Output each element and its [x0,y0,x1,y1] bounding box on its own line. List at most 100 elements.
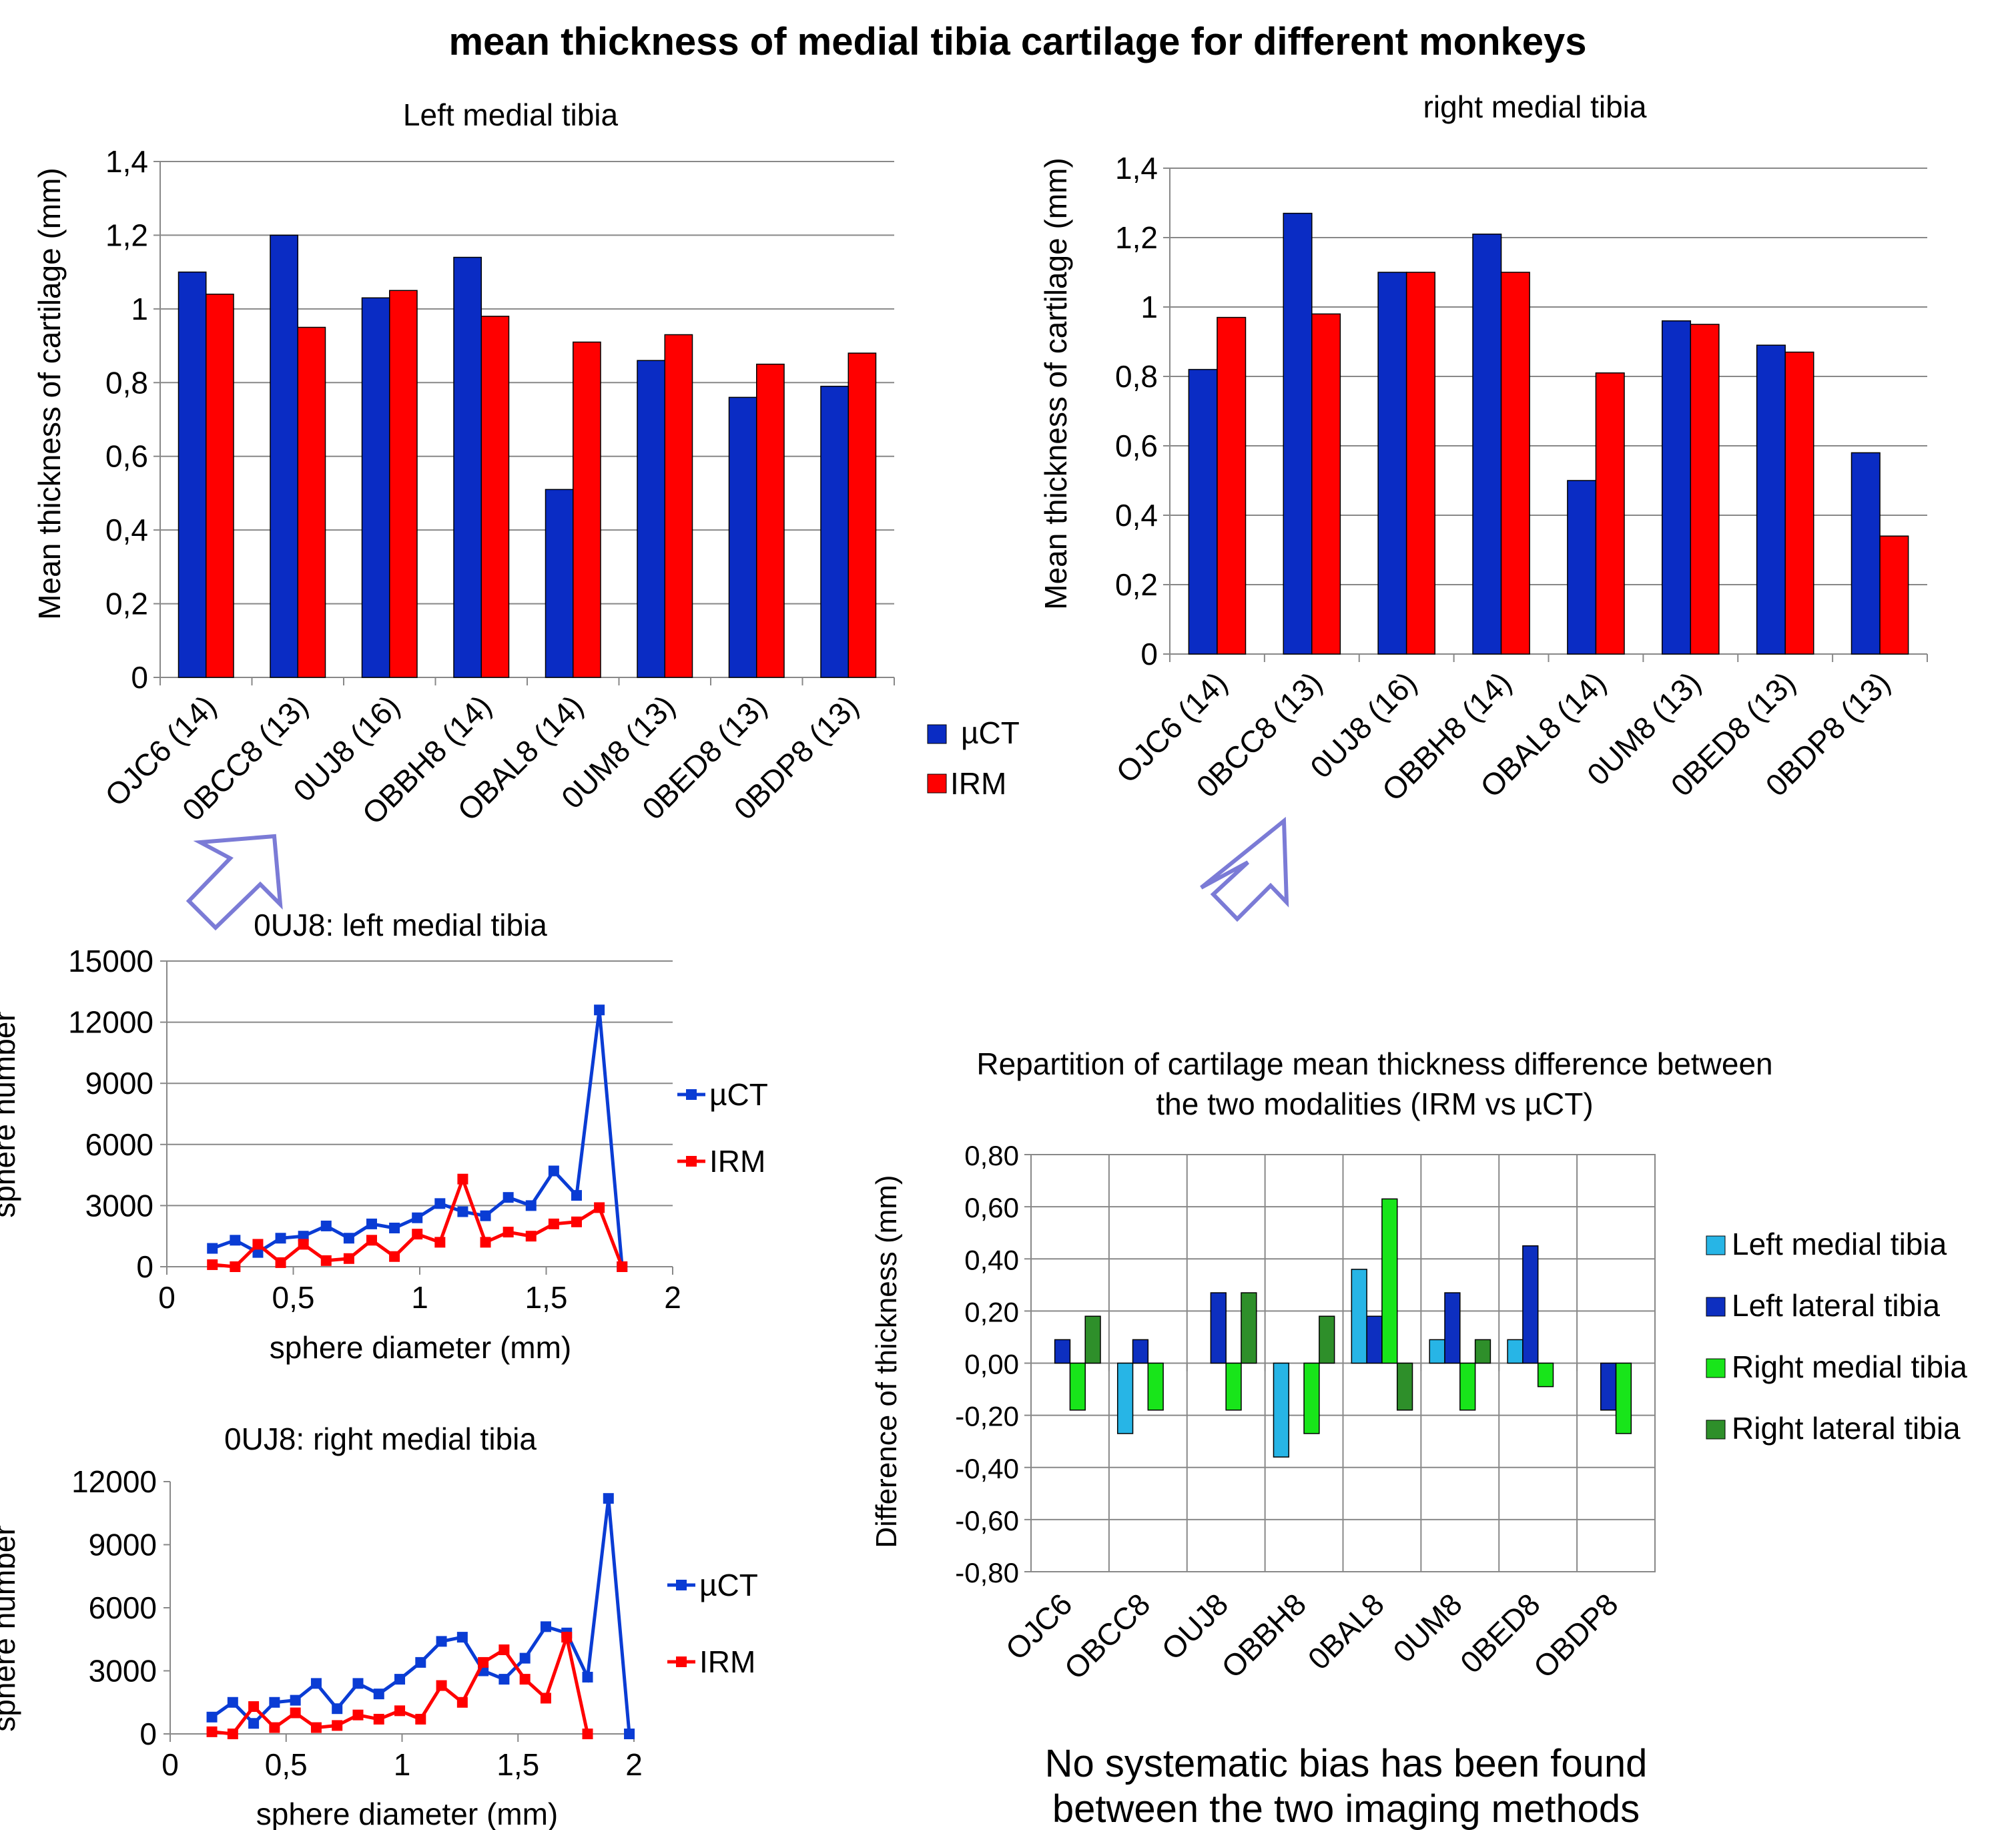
y-tick-label: 0,4 [1115,498,1158,533]
left-line-ylabel: sphere number [0,1011,21,1217]
left-bar-title: Left medial tibia [403,97,619,132]
diff-title-line1: Repartition of cartilage mean thickness … [976,1046,1772,1081]
left-bar-legend: µCT IRM [927,715,1020,801]
legend-marker-ct [676,1580,687,1590]
right-bar-ylabel: Mean thickness of cartilage (mm) [1038,158,1073,609]
data-point-ct [252,1247,264,1258]
data-point-irm [206,1726,218,1737]
data-point-ct [456,1632,468,1643]
data-point-ct [320,1220,332,1231]
data-point-ct [594,1004,605,1016]
y-tick-label: -0,60 [955,1505,1019,1536]
data-point-ct [480,1210,491,1221]
data-point-ct [502,1192,514,1203]
y-tick-label: 0,4 [105,513,148,547]
y-tick-label: 3000 [89,1654,157,1689]
legend-label-ct: µCT [699,1568,758,1602]
data-point-irm [298,1239,309,1250]
bar-irm-0bdp8-13 [848,352,877,678]
data-point-ct [207,1243,218,1254]
data-point-irm [320,1255,332,1266]
bar-left-lateral-tibia-ojc6 [1054,1339,1071,1364]
bar-irm-0uj8-16 [1405,272,1435,655]
data-point-ct [366,1218,377,1229]
y-tick-label: 15000 [68,944,153,978]
bar-ct-0bed8-13 [728,396,757,678]
data-point-irm [389,1251,400,1262]
data-point-ct [230,1235,241,1246]
data-point-irm [480,1237,491,1248]
bar-right-lateral-tibia-ojc6 [1084,1315,1101,1364]
data-point-ct [275,1233,286,1244]
y-tick-label: 0,20 [964,1296,1019,1327]
data-point-ct [548,1165,559,1177]
bar-ct-0bdp8-13 [1851,452,1881,655]
legend-swatch-right-lateral-tibia [1706,1420,1726,1440]
legend-label-right-lateral-tibia: Right lateral tibia [1732,1411,1961,1446]
y-tick-label: 0,6 [1115,428,1158,463]
data-point-ct [227,1697,238,1708]
y-tick-label: 1 [1140,290,1158,324]
bar-ct-obbh8-14 [453,256,482,678]
data-point-irm [343,1253,354,1264]
legend-swatch-left-medial-tibia [1706,1235,1726,1255]
legend-label-irm: IRM [950,766,1006,801]
conclusion-line1: No systematic bias has been found [1045,1742,1648,1785]
data-point-irm [252,1239,264,1250]
bar-left-lateral-tibia-obcc8 [1132,1339,1149,1364]
data-point-irm [352,1709,364,1721]
arrow-left-icon [186,834,283,931]
data-point-ct [519,1652,531,1664]
data-point-irm [525,1231,537,1242]
bar-ct-0um8-13 [637,360,665,678]
bar-ct-obbh8-14 [1472,234,1502,655]
data-point-irm [478,1656,489,1668]
data-point-irm [502,1227,514,1238]
bar-ct-obal8-14 [1567,480,1597,655]
legend-marker-irm [676,1656,687,1667]
legend-label-irm: IRM [709,1144,765,1179]
y-tick-label: 0,8 [105,365,148,400]
y-tick-label: 12000 [71,1464,157,1499]
y-tick-label: 1,2 [105,218,148,252]
legend-label-left-lateral-tibia: Left lateral tibia [1732,1288,1940,1323]
legend-marker-ct [686,1089,697,1100]
data-point-irm [227,1729,238,1739]
bar-irm-obal8-14 [1595,372,1625,655]
x-tick-label: 0 [158,1280,176,1315]
y-tick-label: -0,20 [955,1401,1019,1432]
right-line-ylabel: sphere number [0,1525,21,1731]
right-line-xlabel: sphere diameter (mm) [256,1797,558,1830]
x-tick-label: 1 [411,1280,428,1315]
bar-irm-obal8-14 [573,341,601,678]
y-tick-label: 6000 [85,1127,153,1162]
bar-right-medial-tibia-obbh8 [1303,1362,1320,1434]
left-line-title: 0UJ8: left medial tibia [254,908,547,942]
legend-swatch-uct [927,724,947,744]
bar-left-medial-tibia-0bed8 [1507,1339,1524,1364]
x-tick-label: 1 [394,1747,411,1782]
bar-ct-0um8-13 [1662,320,1692,655]
data-point-irm [207,1259,218,1270]
left-bar-ylabel: Mean thickness of cartilage (mm) [32,168,67,619]
data-point-ct [310,1678,322,1689]
x-tick-label: 2 [664,1280,681,1315]
data-point-irm [457,1173,468,1185]
data-point-irm [394,1705,406,1717]
data-point-irm [269,1722,280,1733]
y-tick-label: -0,80 [955,1557,1019,1588]
data-point-ct [540,1621,551,1632]
data-point-ct [389,1222,400,1233]
data-point-ct [343,1233,354,1244]
data-point-ct [373,1689,384,1700]
y-tick-label: 0,40 [964,1244,1019,1275]
bar-right-medial-tibia-0bal8 [1381,1198,1398,1364]
data-point-irm [561,1632,573,1643]
data-point-irm [332,1720,343,1731]
x-tick-label: 0,5 [265,1747,308,1782]
data-point-irm [617,1261,628,1272]
y-tick-label: 0,60 [964,1192,1019,1223]
data-point-ct [248,1718,260,1729]
data-point-irm [498,1644,510,1655]
